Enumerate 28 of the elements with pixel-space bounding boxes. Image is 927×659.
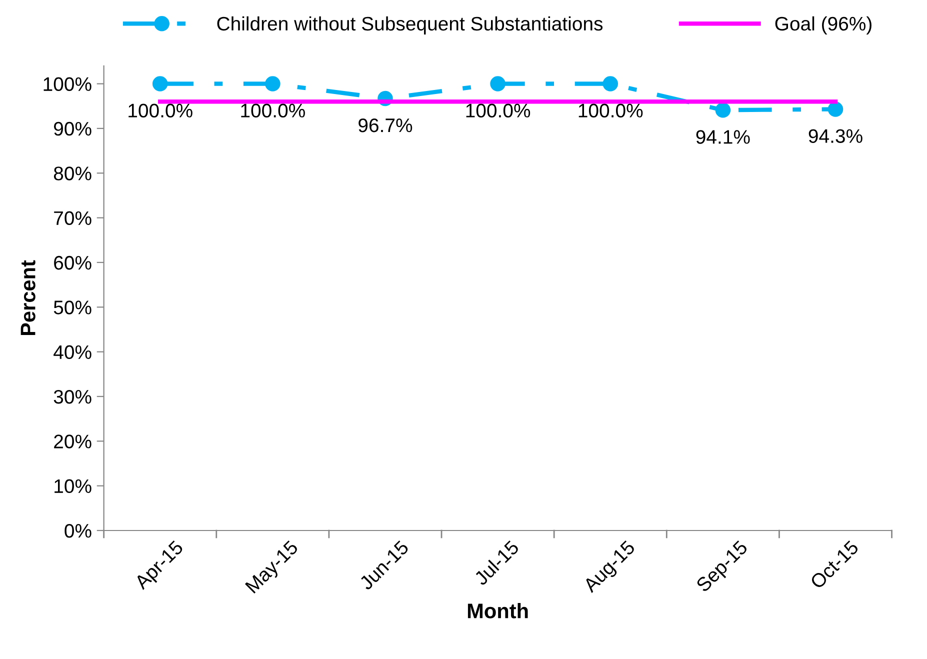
point [265, 76, 280, 92]
y-tick-label: 60% [54, 256, 92, 270]
data-label: 100.0% [128, 104, 192, 118]
data-label: 100.0% [241, 104, 305, 118]
data-label: 94.1% [696, 130, 750, 144]
y-tick-label: 10% [54, 479, 92, 494]
point [602, 76, 618, 92]
y-tick-label: 80% [54, 166, 92, 180]
y-tick-label: 30% [54, 390, 92, 404]
data-label: 100.0% [466, 104, 530, 118]
y-tick-label: 40% [54, 345, 92, 360]
y-tick-label: 20% [54, 434, 92, 448]
legend-label: Children without Subsequent Substantiations [217, 16, 603, 34]
y-tick-label: 0% [64, 524, 92, 538]
point [490, 76, 506, 92]
x-axis-title: Month [468, 603, 528, 618]
y-axis-title: Percent [20, 260, 36, 336]
point [715, 102, 731, 118]
data-label: 100.0% [578, 104, 643, 118]
point [828, 102, 844, 117]
point [152, 76, 168, 92]
y-tick-label: 70% [54, 211, 92, 226]
data-label: 96.7% [358, 118, 412, 132]
data-label: 94.3% [808, 129, 862, 143]
y-tick-label: 100% [44, 77, 92, 92]
legend-label: Goal (96%) [775, 16, 872, 34]
y-tick-label: 50% [54, 300, 92, 314]
y-tick-label: 90% [54, 122, 92, 136]
